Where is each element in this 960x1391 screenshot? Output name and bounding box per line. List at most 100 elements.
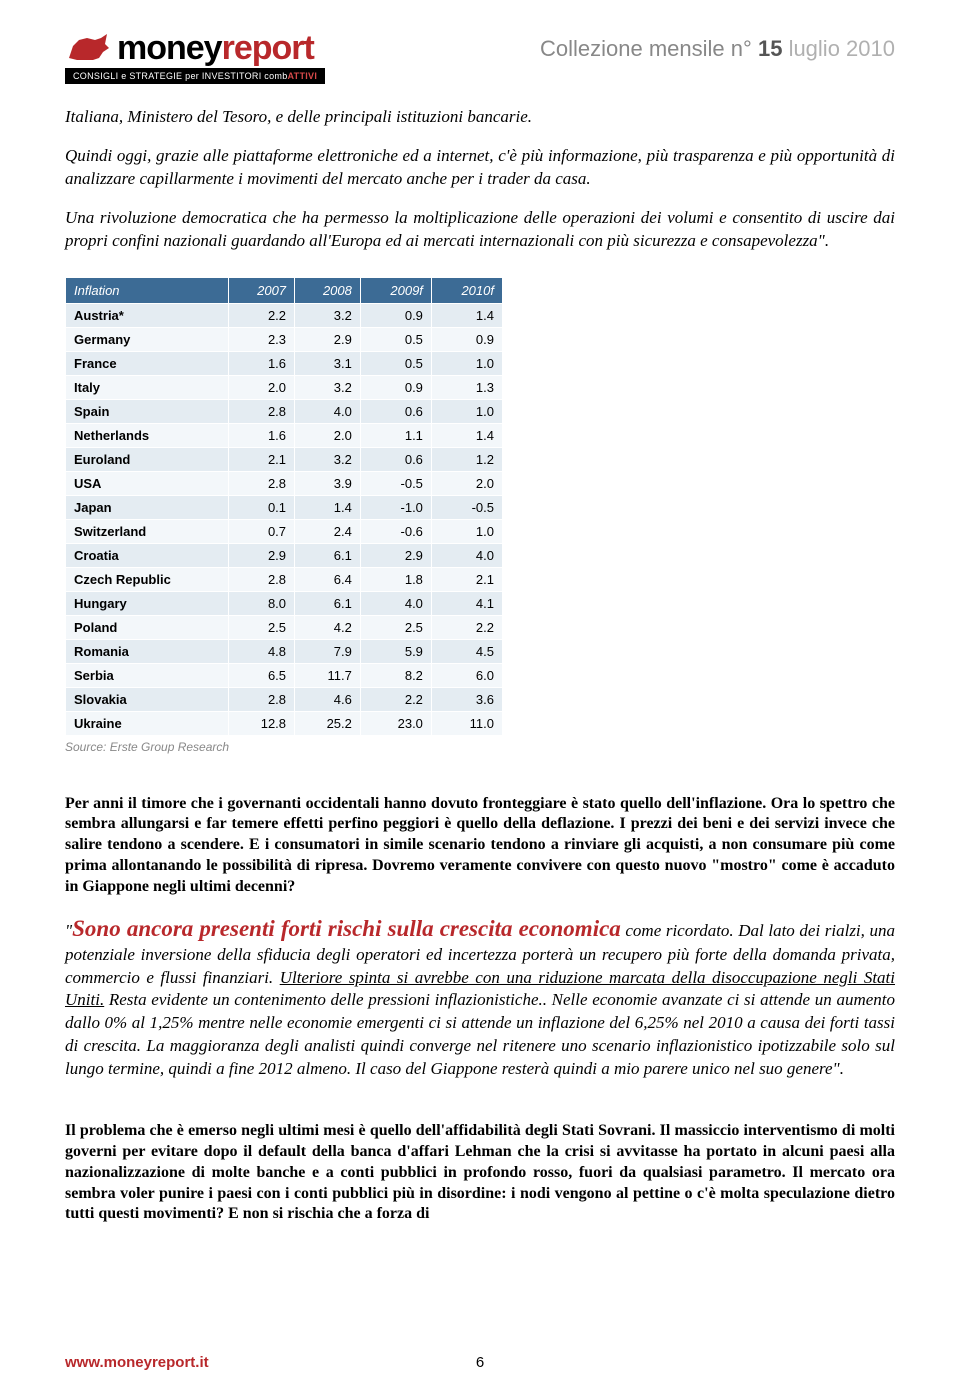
table-cell: 1.0 (431, 399, 502, 423)
table-cell: 1.8 (360, 567, 431, 591)
table-cell: -0.5 (431, 495, 502, 519)
table-cell: 2.4 (295, 519, 361, 543)
table-cell: -1.0 (360, 495, 431, 519)
table-cell: USA (66, 471, 229, 495)
tagline-red: ATTIVI (288, 71, 318, 81)
table-cell: 3.2 (295, 303, 361, 327)
table-cell: Hungary (66, 591, 229, 615)
table-cell: 0.9 (431, 327, 502, 351)
logo-row: moneyreport (65, 30, 325, 66)
table-cell: 25.2 (295, 711, 361, 735)
collezione-n: n° (731, 36, 752, 61)
table-row: Hungary8.06.14.04.1 (66, 591, 503, 615)
rhino-icon (65, 30, 111, 66)
table-cell: 2.0 (295, 423, 361, 447)
table-row: Poland2.54.22.52.2 (66, 615, 503, 639)
table-cell: 0.1 (229, 495, 295, 519)
headline-tail-2: Resta evidente un contenimento delle pre… (65, 990, 895, 1078)
tagline: CONSIGLI e STRATEGIE per INVESTITORI com… (65, 68, 325, 84)
table-cell: 2.9 (229, 543, 295, 567)
table-cell: 2.8 (229, 471, 295, 495)
table-cell: Euroland (66, 447, 229, 471)
table-cell: 1.0 (431, 351, 502, 375)
table-cell: 8.2 (360, 663, 431, 687)
table-cell: 6.0 (431, 663, 502, 687)
table-cell: Spain (66, 399, 229, 423)
table-source: Source: Erste Group Research (65, 740, 895, 754)
tagline-pre: CONSIGLI e STRATEGIE per INVESTITORI com… (73, 71, 288, 81)
table-cell: 1.6 (229, 351, 295, 375)
page-header: moneyreport CONSIGLI e STRATEGIE per INV… (65, 30, 895, 84)
table-cell: 1.6 (229, 423, 295, 447)
table-cell: 5.9 (360, 639, 431, 663)
footer-page-number: 6 (476, 1354, 484, 1371)
table-cell: 2.8 (229, 399, 295, 423)
table-cell: 0.5 (360, 351, 431, 375)
table-header-cell: 2009f (360, 277, 431, 303)
collezione-month: luglio 2010 (789, 36, 895, 61)
table-row: Germany2.32.90.50.9 (66, 327, 503, 351)
table-cell: Switzerland (66, 519, 229, 543)
table-cell: Czech Republic (66, 567, 229, 591)
logo-block: moneyreport CONSIGLI e STRATEGIE per INV… (65, 30, 325, 84)
table-cell: 4.1 (431, 591, 502, 615)
table-row: Slovakia2.84.62.23.6 (66, 687, 503, 711)
table-header-cell: 2008 (295, 277, 361, 303)
table-cell: 7.9 (295, 639, 361, 663)
inflation-table-wrap: Inflation200720082009f2010f Austria*2.23… (65, 277, 895, 754)
table-cell: 3.6 (431, 687, 502, 711)
table-cell: 2.1 (431, 567, 502, 591)
table-row: USA2.83.9-0.52.0 (66, 471, 503, 495)
table-cell: Ukraine (66, 711, 229, 735)
table-row: Netherlands1.62.01.11.4 (66, 423, 503, 447)
table-cell: 1.4 (295, 495, 361, 519)
issue-label: Collezione mensile n° 15 luglio 2010 (540, 30, 895, 62)
para-4: Per anni il timore che i governanti occi… (65, 794, 895, 898)
table-cell: Netherlands (66, 423, 229, 447)
table-cell: 1.0 (431, 519, 502, 543)
headline-para: "Sono ancora presenti forti rischi sulla… (65, 914, 895, 1082)
table-cell: 2.5 (229, 615, 295, 639)
table-cell: 3.9 (295, 471, 361, 495)
para-5: Il problema che è emerso negli ultimi me… (65, 1121, 895, 1225)
table-row: Ukraine12.825.223.011.0 (66, 711, 503, 735)
table-cell: 1.4 (431, 303, 502, 327)
table-row: Italy2.03.20.91.3 (66, 375, 503, 399)
table-cell: 4.2 (295, 615, 361, 639)
inflation-table: Inflation200720082009f2010f Austria*2.23… (65, 277, 503, 736)
table-row: France1.63.10.51.0 (66, 351, 503, 375)
table-row: Japan0.11.4-1.0-0.5 (66, 495, 503, 519)
table-cell: Japan (66, 495, 229, 519)
table-cell: Poland (66, 615, 229, 639)
table-cell: 0.6 (360, 399, 431, 423)
table-cell: 1.1 (360, 423, 431, 447)
table-cell: 4.5 (431, 639, 502, 663)
table-cell: 2.1 (229, 447, 295, 471)
table-cell: 12.8 (229, 711, 295, 735)
table-cell: 8.0 (229, 591, 295, 615)
table-cell: 4.0 (360, 591, 431, 615)
table-cell: 3.2 (295, 447, 361, 471)
table-cell: 6.1 (295, 591, 361, 615)
para-2: Quindi oggi, grazie alle piattaforme ele… (65, 145, 895, 191)
para-3: Una rivoluzione democratica che ha perme… (65, 207, 895, 253)
footer-url: www.moneyreport.it (65, 1354, 209, 1371)
table-cell: Slovakia (66, 687, 229, 711)
table-cell: 2.5 (360, 615, 431, 639)
table-row: Austria*2.23.20.91.4 (66, 303, 503, 327)
logo-text-1: money (117, 29, 222, 67)
table-cell: 0.6 (360, 447, 431, 471)
table-cell: Austria* (66, 303, 229, 327)
table-cell: Serbia (66, 663, 229, 687)
table-cell: Romania (66, 639, 229, 663)
table-cell: 11.0 (431, 711, 502, 735)
table-cell: 0.5 (360, 327, 431, 351)
page-footer: www.moneyreport.it 6 (65, 1354, 895, 1371)
table-cell: France (66, 351, 229, 375)
table-body: Austria*2.23.20.91.4Germany2.32.90.50.9F… (66, 303, 503, 735)
table-cell: 2.3 (229, 327, 295, 351)
table-cell: 6.4 (295, 567, 361, 591)
table-row: Euroland2.13.20.61.2 (66, 447, 503, 471)
table-cell: -0.6 (360, 519, 431, 543)
table-cell: 0.9 (360, 303, 431, 327)
